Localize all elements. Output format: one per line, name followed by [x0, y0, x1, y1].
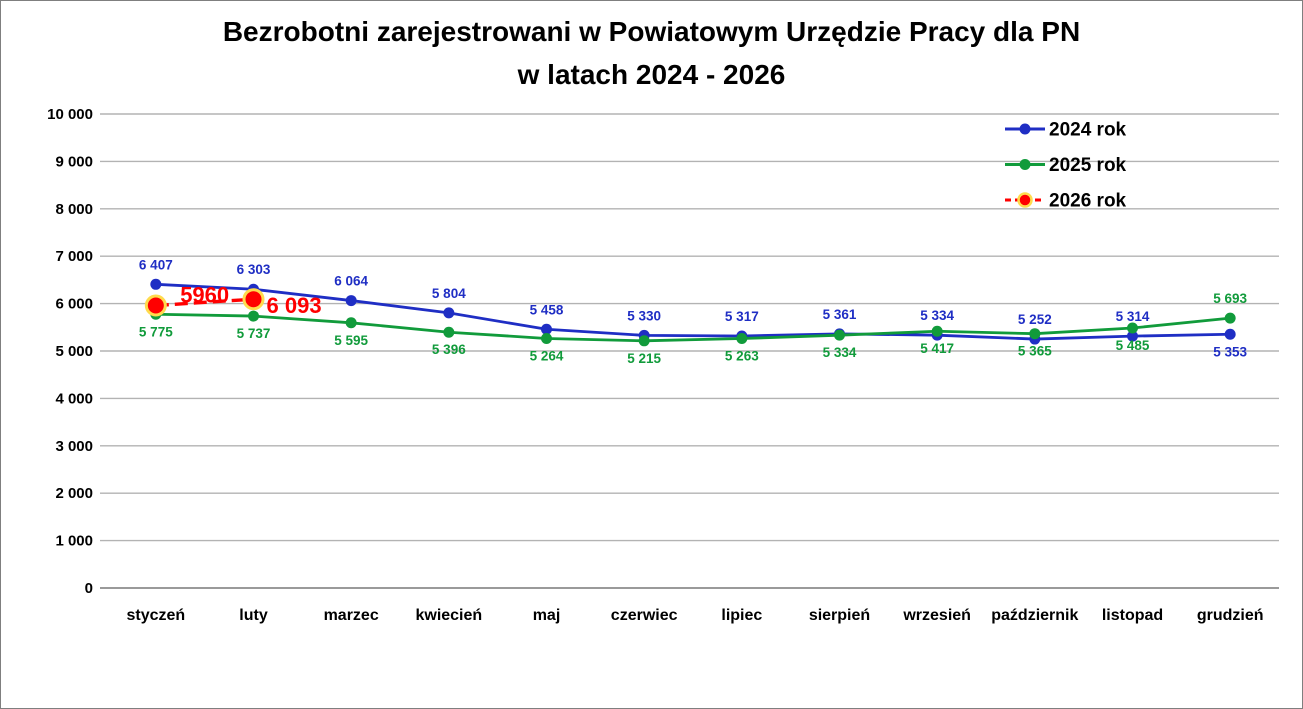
data-label: 5 334	[920, 308, 954, 323]
series-line	[155, 312, 1231, 343]
data-point	[834, 329, 845, 341]
data-point	[1224, 328, 1236, 340]
x-tick-label: czerwiec	[611, 607, 678, 624]
y-tick-label: 4 000	[55, 390, 93, 407]
legend-label: 2025 rok	[1049, 155, 1127, 176]
y-tick-label: 10 000	[47, 106, 93, 123]
data-label: 5 215	[627, 351, 661, 366]
data-label: 5 485	[1116, 338, 1150, 353]
series-2024-rok: 6 407 6 303 6 064 5 804 5 458 5 330 5 317 5 361…	[139, 257, 1248, 359]
x-tick-label: styczeń	[126, 607, 185, 624]
data-label: 6 093	[267, 293, 322, 318]
series-2026-rok: 5960 6 093	[144, 282, 322, 318]
data-point	[931, 325, 943, 337]
data-point	[1127, 330, 1138, 342]
legend-label: 2026 rok	[1049, 191, 1127, 212]
data-label: 5960	[180, 282, 229, 307]
data-label: 5 693	[1213, 291, 1247, 306]
y-tick-label: 5 000	[55, 343, 93, 360]
data-label: 5 264	[530, 348, 564, 363]
data-point	[541, 323, 552, 335]
x-tick-label: luty	[239, 607, 268, 624]
y-tick-label: 1 000	[55, 533, 93, 550]
data-point	[736, 333, 748, 345]
data-point	[541, 332, 552, 344]
data-label: 6 303	[237, 262, 271, 277]
data-label: 5 365	[1018, 344, 1052, 359]
data-label: 5 417	[920, 341, 954, 356]
data-label: 5 314	[1116, 309, 1150, 324]
x-tick-label: wrzesień	[902, 607, 971, 624]
data-point	[345, 317, 357, 329]
chart-title-line2: w latach 2024 - 2026	[517, 59, 786, 90]
y-tick-label: 6 000	[55, 296, 93, 313]
data-label: 5 775	[139, 324, 173, 339]
x-tick-label: kwiecień	[415, 607, 482, 624]
data-point	[144, 294, 167, 317]
y-tick-label: 9 000	[55, 153, 93, 170]
chart-title: Bezrobotni zarejestrowani w Powiatowym U…	[1, 1, 1302, 96]
data-point	[1029, 328, 1041, 340]
data-label: 5 595	[334, 333, 368, 348]
x-tick-label: marzec	[324, 607, 379, 624]
series-line	[155, 297, 254, 308]
legend-label: 2024 rok	[1049, 120, 1127, 141]
x-tick-label: sierpień	[809, 607, 870, 624]
series-2025-rok: 5 775 5 737 5 595 5 396 5 264 5 215 5 263 5 334…	[139, 291, 1248, 366]
data-label: 5 396	[432, 342, 466, 357]
legend-item-2025-rok: 2025 rok	[1005, 155, 1127, 176]
data-label: 5 458	[530, 302, 564, 317]
x-tick-label: lipiec	[721, 607, 762, 624]
x-tick-label: październik	[991, 607, 1078, 624]
chart-title-line1: Bezrobotni zarejestrowani w Powiatowym U…	[222, 16, 1081, 47]
legend-marker	[1017, 192, 1033, 208]
y-tick-label: 8 000	[55, 201, 93, 218]
data-label: 5 263	[725, 349, 759, 364]
series-line	[155, 282, 1231, 341]
data-point	[150, 278, 162, 290]
data-point	[345, 295, 357, 307]
data-point	[1127, 322, 1138, 334]
x-tick-label: maj	[533, 607, 561, 624]
data-label: 5 737	[237, 326, 271, 341]
data-label: 5 317	[725, 309, 759, 324]
data-point	[242, 288, 265, 311]
data-label: 5 330	[627, 308, 661, 323]
data-label: 6 064	[334, 274, 368, 289]
legend-marker	[1019, 123, 1031, 135]
data-point	[1224, 312, 1236, 324]
y-tick-label: 0	[85, 580, 93, 597]
legend-item-2026-rok: 2026 rok	[1005, 191, 1127, 212]
data-label: 5 804	[432, 286, 466, 301]
y-tick-label: 7 000	[55, 248, 93, 265]
data-point	[248, 310, 259, 322]
data-point	[443, 326, 455, 338]
y-tick-label: 2 000	[55, 485, 93, 502]
x-tick-label: listopad	[1102, 607, 1163, 624]
data-point	[638, 335, 650, 347]
legend-marker	[1019, 159, 1031, 170]
data-label: 5 252	[1018, 312, 1052, 327]
y-tick-label: 3 000	[55, 438, 93, 455]
data-label: 5 334	[823, 345, 857, 360]
data-point	[443, 307, 455, 319]
data-label: 6 407	[139, 257, 173, 272]
x-tick-label: grudzień	[1197, 607, 1264, 624]
data-label: 5 361	[823, 307, 857, 322]
data-label: 5 353	[1213, 344, 1247, 359]
legend-item-2024-rok: 2024 rok	[1005, 120, 1127, 141]
